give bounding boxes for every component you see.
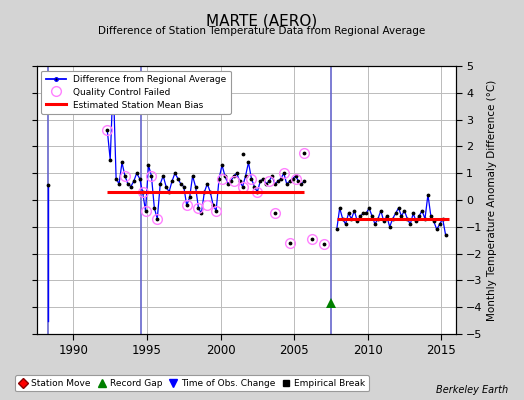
Text: Difference of Station Temperature Data from Regional Average: Difference of Station Temperature Data f…: [99, 26, 425, 36]
Text: Berkeley Earth: Berkeley Earth: [436, 385, 508, 395]
Y-axis label: Monthly Temperature Anomaly Difference (°C): Monthly Temperature Anomaly Difference (…: [487, 79, 497, 321]
Text: MARTE (AERO): MARTE (AERO): [206, 14, 318, 29]
Legend: Station Move, Record Gap, Time of Obs. Change, Empirical Break: Station Move, Record Gap, Time of Obs. C…: [15, 375, 369, 392]
Legend: Difference from Regional Average, Quality Control Failed, Estimated Station Mean: Difference from Regional Average, Qualit…: [41, 70, 231, 114]
